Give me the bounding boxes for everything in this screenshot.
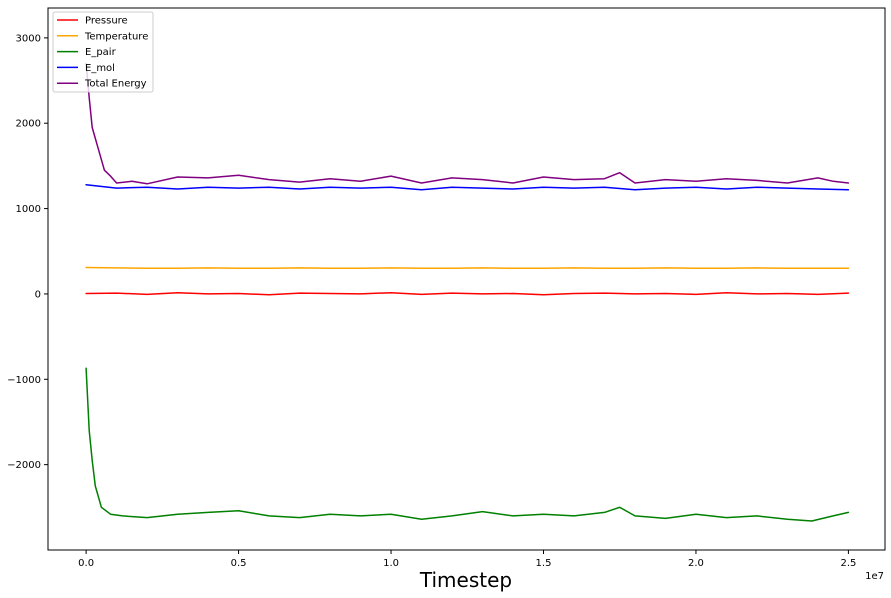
x-tick-label: 1.0 <box>383 558 399 569</box>
y-axis: −2000 −1000 0 1000 2000 3000 <box>7 33 48 471</box>
legend: Pressure Temperature E_pair E_mol Total Ener… <box>52 11 154 93</box>
y-tick-label: 1000 <box>16 204 41 215</box>
legend-label-e-mol: E_mol <box>85 63 115 74</box>
series-line-e-mol <box>85 183 850 191</box>
x-axis-offset-label: 1e7 <box>865 571 884 582</box>
series-line-e-pair <box>85 367 850 522</box>
series-line-total-energy <box>85 62 850 185</box>
legend-items: Pressure Temperature E_pair E_mol Total Ener… <box>57 16 148 90</box>
y-tick-label: 0 <box>35 289 41 300</box>
x-tick-label: 2.5 <box>840 558 856 569</box>
series-line-pressure <box>85 291 850 296</box>
plot-area <box>47 7 886 551</box>
legend-label-e-pair: E_pair <box>85 47 117 58</box>
y-tick-label: 3000 <box>16 33 41 44</box>
x-tick-label: 1.5 <box>536 558 552 569</box>
y-tick-label: −2000 <box>7 460 41 471</box>
legend-label-pressure: Pressure <box>85 16 128 27</box>
legend-box <box>52 11 154 93</box>
legend-label-temperature: Temperature <box>84 31 148 42</box>
plot-frame <box>47 7 886 551</box>
series-layer <box>85 62 850 522</box>
x-tick-label: 0.5 <box>231 558 247 569</box>
x-tick-label: 2.0 <box>688 558 704 569</box>
legend-label-total-energy: Total Energy <box>84 79 147 90</box>
series-line-temperature <box>85 266 850 270</box>
x-tick-label: 0.0 <box>78 558 94 569</box>
x-axis-label: Timestep <box>419 568 512 592</box>
y-tick-label: 2000 <box>16 119 41 130</box>
y-tick-label: −1000 <box>7 375 41 386</box>
x-axis: 0.0 0.5 1.0 1.5 2.0 2.5 <box>78 550 856 569</box>
